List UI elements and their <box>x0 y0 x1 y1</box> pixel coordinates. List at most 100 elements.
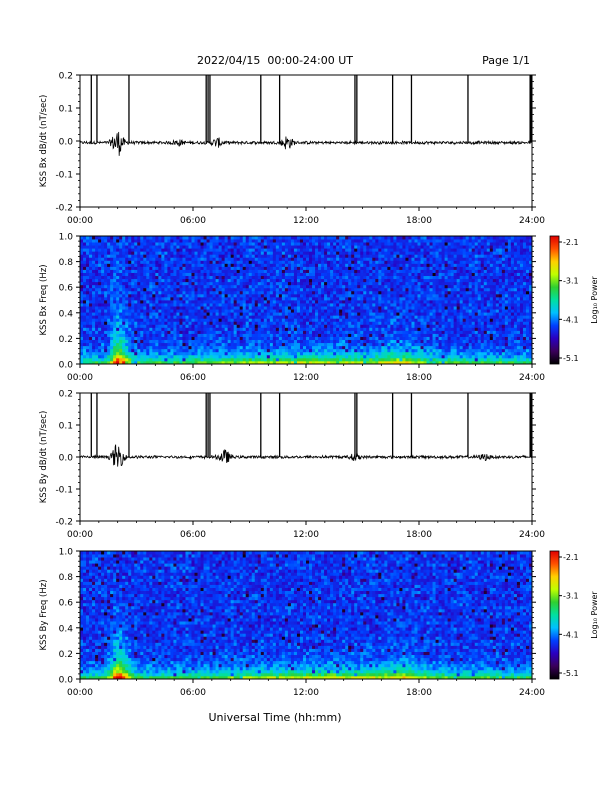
spectrogram-cell <box>233 300 238 304</box>
spectrogram-cell <box>155 263 159 267</box>
spectrogram-cell <box>393 321 397 325</box>
spectrogram-cell <box>378 315 382 319</box>
spectrogram-cell <box>360 351 364 356</box>
spectrogram-cell <box>354 254 358 258</box>
spectrogram-cell <box>417 306 421 310</box>
spectrogram-cell <box>86 306 90 310</box>
spectrogram-cell <box>170 236 174 240</box>
spectrogram-cell <box>309 263 313 267</box>
spectrogram-cell <box>134 287 138 292</box>
spectrogram-cell <box>269 300 274 304</box>
spectrogram-cell <box>411 315 415 319</box>
spectrogram-cell <box>185 272 189 277</box>
spectrogram-cell <box>176 327 180 331</box>
spectrogram-cell <box>266 239 271 243</box>
spectrogram-cell <box>185 336 189 341</box>
spectrogram-cell <box>89 272 93 277</box>
spectrogram-cell <box>399 254 403 258</box>
spectrogram-cell <box>224 257 229 261</box>
spectrogram-cell <box>351 357 355 362</box>
spectrogram-cell <box>342 251 346 255</box>
spectrogram-cell <box>203 251 207 255</box>
spectrogram-cell <box>306 263 310 267</box>
spectrogram-cell <box>414 321 418 325</box>
spectrogram-cell <box>417 342 421 347</box>
spectrogram-cell <box>387 278 391 283</box>
spectrogram-cell <box>402 354 406 359</box>
spectrogram-cell <box>423 348 427 353</box>
spectrogram-cell <box>92 242 96 246</box>
spectrogram-cell <box>330 309 334 313</box>
spectrogram-cell <box>158 296 162 301</box>
spectrogram-cell <box>254 336 259 341</box>
spectrogram-cell <box>113 339 117 344</box>
spectrogram-cell <box>315 324 319 328</box>
spectrogram-cell <box>417 236 421 240</box>
spectrogram-cell <box>429 330 433 334</box>
spectrogram-cell <box>116 242 120 246</box>
spectrogram-cell <box>80 242 84 246</box>
spectrogram-cell <box>405 275 409 280</box>
spectrogram-cell <box>360 245 364 249</box>
spectrogram-cell <box>260 360 265 365</box>
spectrogram-cell <box>209 269 213 273</box>
spectrogram-cell <box>408 324 412 328</box>
spectrogram-cell <box>327 278 331 283</box>
spectrogram-cell <box>152 290 156 295</box>
spectrogram-cell <box>390 315 394 319</box>
spectrogram-cell <box>417 251 421 255</box>
spectrogram-cell <box>315 245 319 249</box>
spectrogram-cell <box>312 360 316 365</box>
spectrogram-cell <box>378 287 382 292</box>
spectrogram-cell <box>426 278 430 283</box>
spectrogram-cell <box>146 303 150 307</box>
spectrogram-cell <box>215 245 220 249</box>
spectrogram-cell <box>146 318 150 322</box>
spectrogram-cell <box>164 339 168 344</box>
spectrogram-cell <box>215 348 220 353</box>
spectrogram-cell <box>173 269 177 273</box>
spectrogram-cell <box>83 278 87 283</box>
spectrogram-cell <box>119 360 123 365</box>
spectrogram-cell <box>348 330 352 334</box>
spectrogram-cell <box>83 275 87 280</box>
spectrogram-cell <box>215 254 220 258</box>
spectrogram-cell <box>161 321 165 325</box>
spectrogram-cell <box>360 275 364 280</box>
spectrogram-cell <box>290 315 295 319</box>
spectrogram-cell <box>236 303 241 307</box>
spectrogram-cell <box>233 339 238 344</box>
spectrogram-cell <box>312 330 316 334</box>
spectrogram-cell <box>191 236 195 240</box>
spectrogram-cell <box>146 239 150 243</box>
spectrogram-cell <box>200 269 204 273</box>
spectrogram-cell <box>351 287 355 292</box>
spectrogram-cell <box>327 333 331 337</box>
spectrogram-cell <box>101 248 105 252</box>
spectrogram-cell <box>107 327 111 331</box>
spectrogram-cell <box>269 342 274 347</box>
spectrogram-cell <box>396 284 400 289</box>
spectrogram-cell <box>339 263 343 267</box>
spectrogram-cell <box>321 342 325 347</box>
spectrogram-cell <box>284 309 289 313</box>
spectrogram-cell <box>215 281 220 286</box>
spectrogram-cell <box>101 239 105 243</box>
spectrogram-cell <box>293 345 298 350</box>
spectrogram-cell <box>348 251 352 255</box>
spectrogram-cell <box>387 245 391 249</box>
spectrogram-cell <box>296 266 301 270</box>
spectrogram-cell <box>128 290 132 295</box>
spectrogram-cell <box>161 290 165 295</box>
spectrogram-cell <box>119 254 123 258</box>
spectrogram-cell <box>363 345 367 350</box>
spectrogram-cell <box>233 284 238 289</box>
spectrogram-cell <box>197 236 201 240</box>
spectrogram-cell <box>339 260 343 264</box>
spectrogram-cell <box>224 275 229 280</box>
spectrogram-cell <box>423 245 427 249</box>
spectrogram-cell <box>236 254 241 258</box>
spectrogram-cell <box>110 306 114 310</box>
spectrogram-cell <box>396 342 400 347</box>
spectrogram-cell <box>128 327 132 331</box>
